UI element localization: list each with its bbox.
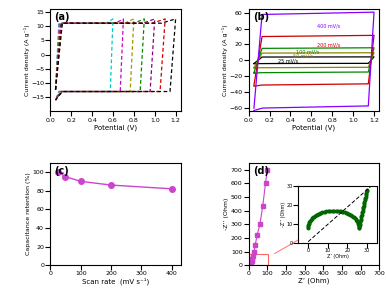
X-axis label: Potential (V): Potential (V) (94, 124, 137, 131)
Text: 25 mV/s: 25 mV/s (278, 59, 298, 64)
Text: 50 mV/s: 50 mV/s (293, 53, 313, 58)
Text: 100 mV/s: 100 mV/s (296, 50, 319, 55)
X-axis label: Potential (V): Potential (V) (293, 124, 336, 131)
Y-axis label: Capacitance retention (%): Capacitance retention (%) (26, 173, 31, 255)
Text: (b): (b) (253, 12, 269, 22)
Y-axis label: -Z’’ (Ohm): -Z’’ (Ohm) (224, 198, 229, 230)
Bar (249, 254, 268, 265)
X-axis label: Scan rate  (mV s⁻¹): Scan rate (mV s⁻¹) (82, 278, 149, 285)
Text: (a): (a) (54, 12, 70, 22)
Text: 400 mV/s: 400 mV/s (317, 23, 340, 28)
Y-axis label: Current density (A g⁻¹): Current density (A g⁻¹) (24, 24, 30, 96)
X-axis label: Z’ (Ohm): Z’ (Ohm) (298, 278, 330, 284)
Text: 200 mV/s: 200 mV/s (317, 42, 340, 47)
Y-axis label: Current density (A g⁻¹): Current density (A g⁻¹) (222, 24, 228, 96)
Text: (c): (c) (54, 166, 69, 176)
Text: (d): (d) (253, 166, 269, 176)
